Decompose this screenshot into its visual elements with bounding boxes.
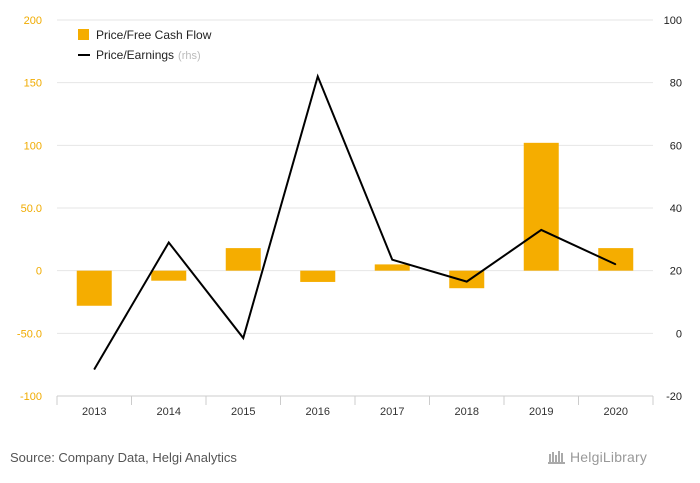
x-tick-label: 2017 [380,406,404,418]
x-tick-label: 2016 [306,406,330,418]
right-tick-label: 80 [670,78,682,90]
right-tick-label: 60 [670,140,682,152]
source-note: Source: Company Data, Helgi Analytics [10,450,237,465]
right-tick-label: -20 [666,391,682,403]
right-tick-label: 20 [670,266,682,278]
line-point-2013 [93,368,95,370]
right-tick-label: 40 [670,203,682,215]
right-tick-label: 100 [664,15,682,27]
helgi-library-logo: HelgiLibrary [570,449,648,465]
bar-2014 [151,270,187,281]
legend-swatch-bar [78,29,89,40]
line-path [93,73,617,370]
helgi-library-logo-icon [548,451,565,464]
left-tick-label: -100 [20,391,42,403]
line-point-2015 [242,337,244,339]
left-tick-label: 100 [24,140,42,152]
line-point-2016 [317,75,319,77]
line-point-2014 [168,241,170,243]
bar-2019 [523,142,559,271]
bar-2017 [374,264,410,271]
left-tick-label: -50.0 [17,328,42,340]
x-tick-label: 2018 [455,406,479,418]
right-axis-ticks: 100 80 60 40 20 0 -20 [664,15,682,403]
legend-label-line-note: (rhs) [178,50,201,62]
line-series [93,73,617,370]
left-tick-label: 50.0 [21,203,42,215]
bar-2015 [225,248,261,271]
x-axis: 2013 2014 2015 2016 2017 2018 2019 2020 [56,395,654,418]
legend-label-line: Price/Earnings (rhs) [96,48,201,62]
x-tick-label: 2020 [604,406,628,418]
right-tick-label: 0 [676,328,682,340]
gridlines [57,19,653,397]
x-tick-label: 2014 [157,406,181,418]
legend-label-line-name: Price/Earnings [96,48,174,62]
legend-label-bar: Price/Free Cash Flow [96,28,212,42]
bar-2013 [76,270,112,306]
legend: Price/Free Cash Flow Price/Earnings (rhs) [78,28,212,62]
left-tick-label: 150 [24,78,42,90]
x-tick-label: 2015 [231,406,255,418]
bar-2016 [300,270,336,282]
x-tick-label: 2013 [82,406,106,418]
left-tick-label: 200 [24,15,42,27]
line-point-2020 [615,263,617,265]
left-tick-label: 0 [36,266,42,278]
line-point-2018 [466,281,468,283]
left-axis-ticks: 200 150 100 50.0 0 -50.0 -100 [17,15,42,403]
bar-2020 [598,248,634,271]
line-point-2017 [391,259,393,261]
line-point-2019 [540,229,542,231]
x-tick-label: 2019 [529,406,553,418]
